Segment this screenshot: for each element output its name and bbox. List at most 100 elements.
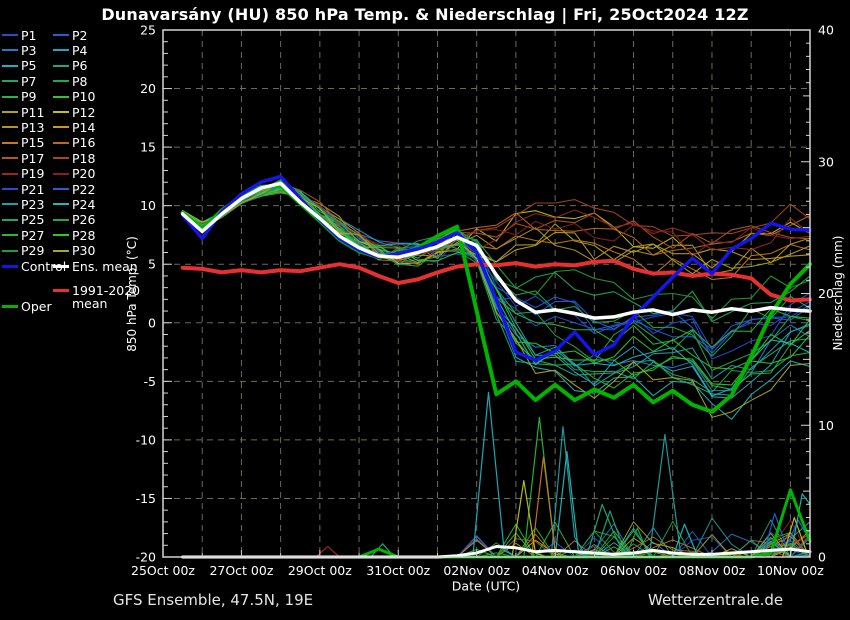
precip-spike-0	[472, 391, 517, 558]
x-tick-label: 10Nov 00z	[757, 563, 824, 578]
legend-item-p5: P5	[2, 59, 37, 73]
legend-item-p11-label: P11	[21, 104, 45, 120]
legend-item-p13-label: P13	[21, 119, 45, 135]
left-axis-title: 850 hPa Temp. (°C)	[125, 236, 139, 352]
member-temp-p12	[182, 188, 811, 265]
left-tick-label: -10	[136, 432, 156, 447]
legend-item-p16-swatch	[53, 141, 69, 144]
legend-item-p11-swatch	[2, 111, 18, 113]
left-tick-label: 25	[140, 23, 156, 38]
member-temp-p20	[182, 185, 811, 257]
ens-mean-temp-line	[180, 181, 812, 320]
right-tick-label: 0	[818, 550, 826, 565]
legend-item-p3-label: P3	[21, 42, 37, 58]
x-axis-title: Date (UTC)	[451, 578, 521, 594]
legend-item-p15-swatch	[2, 141, 18, 144]
member-temp-p24	[182, 186, 811, 397]
legend-item-p27-swatch	[2, 234, 18, 237]
legend-item-p13-swatch	[2, 126, 18, 129]
legend-item-p17: P17	[2, 151, 44, 165]
control-temp-line	[180, 174, 812, 363]
legend-item-p16-label: P16	[72, 135, 96, 151]
legend-item-p21-label: P21	[21, 181, 45, 197]
legend-item-p30: P30	[53, 244, 95, 258]
legend-item-oper: Oper	[2, 299, 52, 313]
legend-item-control: Control	[2, 259, 66, 273]
legend-item-p23-swatch	[2, 203, 18, 206]
right-tick-label: 30	[818, 154, 834, 169]
left-tick-label: -20	[136, 550, 156, 565]
right-tick-label: 10	[818, 418, 834, 433]
legend-item-p28-label: P28	[72, 227, 96, 243]
legend-item-p6-label: P6	[72, 58, 88, 74]
clim-mean-temp-line	[180, 258, 812, 303]
legend-item-p24: P24	[53, 197, 95, 211]
legend-item-p17-label: P17	[21, 150, 45, 166]
legend-item-p14-label: P14	[72, 119, 96, 135]
legend-item-p23: P23	[2, 197, 44, 211]
legend-item-p20-swatch	[53, 172, 69, 175]
legend-item-p16: P16	[53, 136, 95, 150]
legend-item-p27-label: P27	[21, 227, 45, 243]
legend-item-p5-label: P5	[21, 58, 37, 74]
legend-item-p2: P2	[53, 28, 88, 42]
member-precip-p23	[182, 517, 811, 558]
legend-item-p12: P12	[53, 105, 95, 119]
legend-item-p21-swatch	[2, 188, 18, 190]
legend-item-p30-swatch	[53, 249, 69, 252]
right-axis-title: Niederschlag (mm)	[831, 235, 845, 351]
precip-spike-9	[625, 527, 650, 558]
left-tick-label: 0	[148, 315, 156, 330]
member-temp-p18	[182, 187, 811, 265]
x-tick-label: 02Nov 00z	[443, 563, 510, 578]
legend-item-oper-label: Oper	[21, 298, 52, 314]
left-tick-label: -15	[136, 491, 156, 506]
legend-item-p2-label: P2	[72, 27, 88, 43]
legend-item-p22-label: P22	[72, 181, 96, 197]
precip-spike-15	[789, 493, 811, 558]
legend-item-p30-label: P30	[72, 243, 96, 259]
legend-item-p8: P8	[53, 74, 88, 88]
legend-item-control-swatch	[2, 264, 18, 268]
legend-item-p14-swatch	[53, 126, 69, 129]
legend-item-p14: P14	[53, 120, 95, 134]
right-tick-label: 20	[818, 286, 834, 301]
legend-item-p4: P4	[53, 43, 88, 57]
legend-item-p4-swatch	[53, 49, 69, 52]
legend-item-p9-label: P9	[21, 89, 37, 105]
legend-item-p3: P3	[2, 43, 37, 57]
legend-item-p7-swatch	[2, 80, 18, 83]
legend-item-p24-label: P24	[72, 196, 96, 212]
legend-item-p10-swatch	[53, 95, 69, 98]
legend-item-p2-swatch	[53, 34, 69, 36]
legend-item-ens-mean: Ens. mean	[53, 259, 138, 273]
legend-item-p21: P21	[2, 182, 44, 196]
precip-spike-2	[550, 426, 588, 558]
legend-item-p18-label: P18	[72, 150, 96, 166]
ensemble-legend: P1 P2 P3 P4 P5 P6 P7 P8 P9 P10 P11 P12 P13 P14 P15 P16 P…	[0, 0, 160, 340]
legend-item-p22-swatch	[53, 188, 69, 190]
left-tick-label: 10	[140, 198, 156, 213]
left-tick-label: -5	[144, 374, 156, 389]
legend-item-1991-2020-mean: 1991-2020 mean	[53, 284, 152, 310]
legend-item-p22: P22	[53, 182, 95, 196]
legend-item-p5-swatch	[2, 64, 18, 67]
legend-item-p19-label: P19	[21, 166, 45, 182]
legend-item-1991-2020-mean-label: 1991-2020 mean	[72, 283, 141, 311]
legend-item-p13: P13	[2, 120, 44, 134]
x-tick-label: 06Nov 00z	[600, 563, 667, 578]
legend-item-p19: P19	[2, 167, 44, 181]
left-tick-label: 20	[140, 81, 156, 96]
precip-spike-14	[781, 516, 807, 558]
legend-item-p10-label: P10	[72, 89, 96, 105]
chart-title: Dunavarsány (HU) 850 hPa Temp. & Nieders…	[101, 5, 749, 24]
legend-item-p6-swatch	[53, 64, 69, 67]
x-tick-label: 29Oct 00z	[288, 563, 352, 578]
legend-item-p18: P18	[53, 151, 95, 165]
precip-spike-13	[762, 512, 811, 558]
legend-item-p15-label: P15	[21, 135, 45, 151]
legend-item-p7-label: P7	[21, 73, 37, 89]
legend-item-p3-swatch	[2, 49, 18, 52]
legend-item-p18-swatch	[53, 157, 69, 160]
model-info: GFS Ensemble, 47.5N, 19E	[113, 591, 314, 609]
